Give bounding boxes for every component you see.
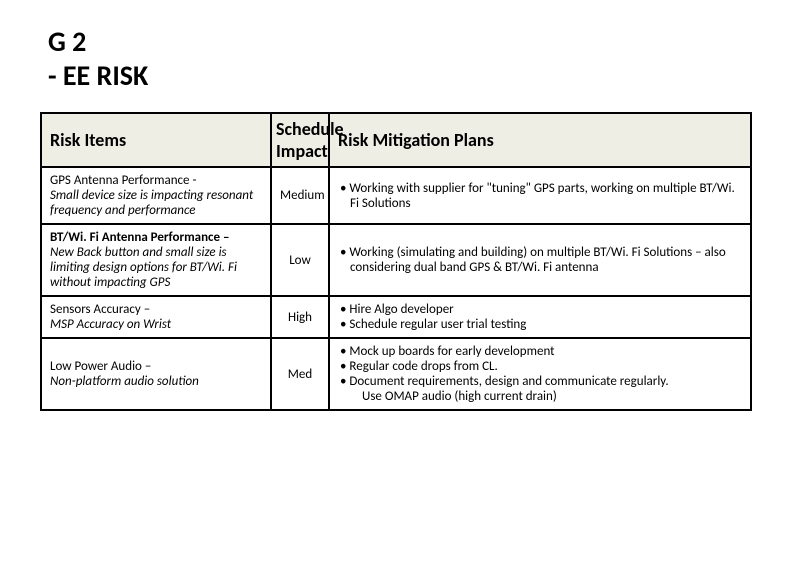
table-header-row: Risk Items Schedule Impact Risk Mitigati…: [41, 113, 751, 167]
risk-item-cell: Sensors Accuracy – MSP Accuracy on Wrist: [41, 296, 271, 338]
risk-item-title: Sensors Accuracy –: [50, 302, 150, 317]
plans-cell: • Hire Algo developer • Schedule regular…: [329, 296, 751, 338]
plan-item: • Working with supplier for "tuning" GPS…: [338, 181, 742, 211]
plan-item: • Mock up boards for early development: [338, 344, 742, 359]
plan-list: • Mock up boards for early development •…: [338, 344, 742, 404]
plan-list: • Hire Algo developer • Schedule regular…: [338, 302, 742, 332]
impact-cell: Low: [271, 224, 329, 296]
table-row: Low Power Audio – Non-platform audio sol…: [41, 338, 751, 410]
slide-title: G 2 - EE RISK: [48, 25, 752, 92]
risk-item-desc: Small device size is impacting resonant …: [50, 188, 253, 218]
title-line-2: - EE RISK: [48, 58, 148, 93]
risk-item-desc: MSP Accuracy on Wrist: [50, 317, 171, 332]
impact-cell: Medium: [271, 167, 329, 224]
plan-item: • Schedule regular user trial testing: [338, 317, 742, 332]
header-mitigation-plans: Risk Mitigation Plans: [329, 113, 751, 167]
plan-item: • Regular code drops from CL.: [338, 359, 742, 374]
plan-list: • Working with supplier for "tuning" GPS…: [338, 181, 742, 211]
table-row: Sensors Accuracy – MSP Accuracy on Wrist…: [41, 296, 751, 338]
risk-item-title: BT/Wi. Fi Antenna Performance –: [50, 230, 229, 245]
table-row: GPS Antenna Performance - Small device s…: [41, 167, 751, 224]
plans-cell: • Mock up boards for early development •…: [329, 338, 751, 410]
plan-item: • Hire Algo developer: [338, 302, 742, 317]
table-body: GPS Antenna Performance - Small device s…: [41, 167, 751, 410]
plan-item: • Document requirements, design and comm…: [338, 374, 742, 389]
plan-item: • Working (simulating and building) on m…: [338, 245, 742, 275]
risk-item-desc: Non-platform audio solution: [50, 374, 199, 389]
header-schedule-impact: Schedule Impact: [271, 113, 329, 167]
impact-cell: Med: [271, 338, 329, 410]
table-row: BT/Wi. Fi Antenna Performance – New Back…: [41, 224, 751, 296]
risk-item-title: GPS Antenna Performance -: [50, 173, 196, 188]
risk-table: Risk Items Schedule Impact Risk Mitigati…: [40, 112, 752, 411]
plans-cell: • Working (simulating and building) on m…: [329, 224, 751, 296]
risk-item-cell: GPS Antenna Performance - Small device s…: [41, 167, 271, 224]
header-risk-items: Risk Items: [41, 113, 271, 167]
impact-cell: High: [271, 296, 329, 338]
plans-cell: • Working with supplier for "tuning" GPS…: [329, 167, 751, 224]
title-line-1: G 2: [48, 24, 86, 59]
plan-list: • Working (simulating and building) on m…: [338, 245, 742, 275]
risk-item-cell: BT/Wi. Fi Antenna Performance – New Back…: [41, 224, 271, 296]
risk-item-title: Low Power Audio –: [50, 359, 151, 374]
risk-item-cell: Low Power Audio – Non-platform audio sol…: [41, 338, 271, 410]
risk-item-desc: New Back button and small size is limiti…: [50, 245, 237, 290]
plan-item: Use OMAP audio (high current drain): [338, 389, 742, 404]
